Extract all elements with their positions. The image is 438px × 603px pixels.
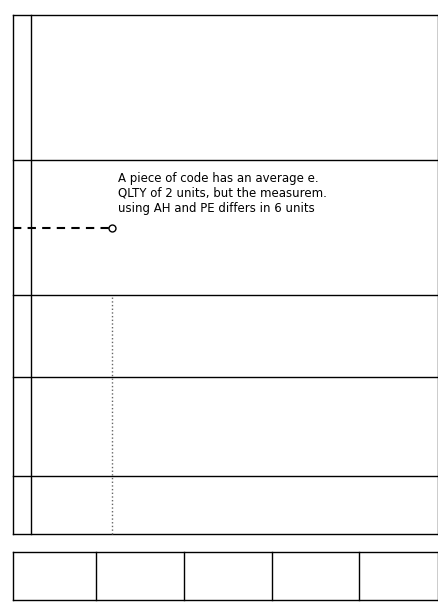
Text: A piece of code has an average e.
QLTY of 2 units, but the measurem.
using AH an: A piece of code has an average e. QLTY o… [118, 172, 327, 215]
